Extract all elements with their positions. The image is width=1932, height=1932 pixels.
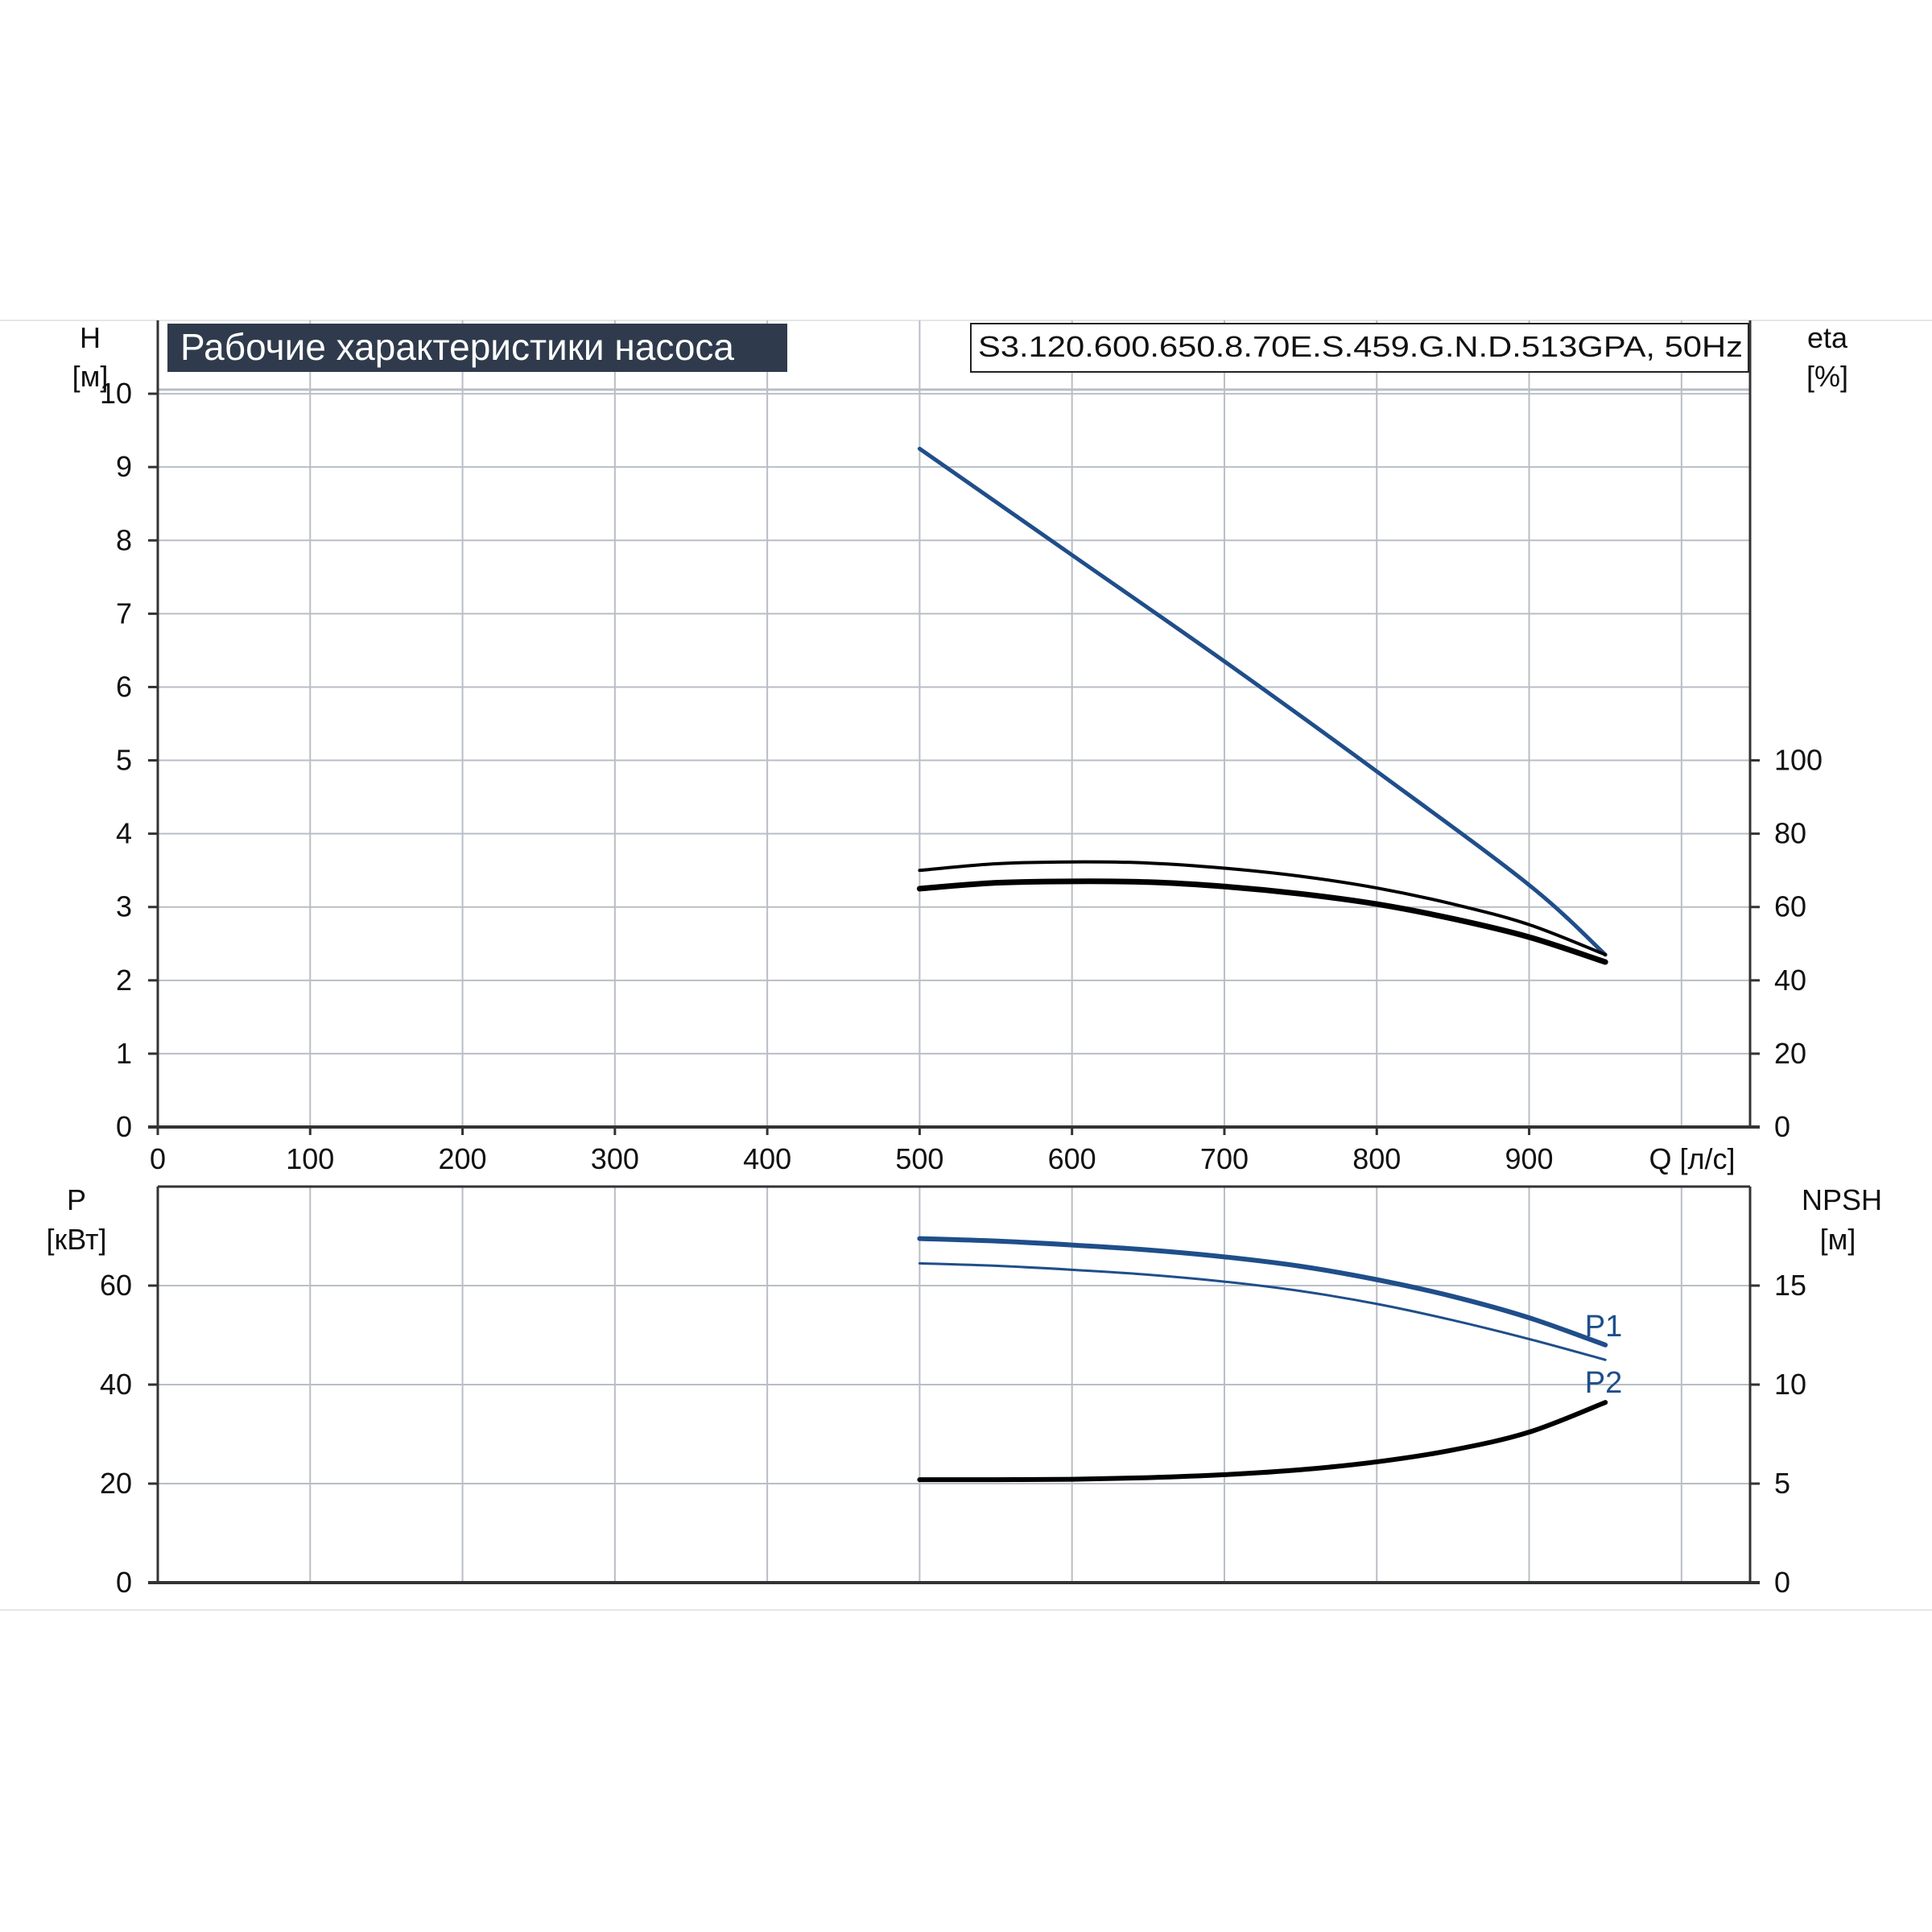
- x-tick-label: 200: [439, 1142, 487, 1175]
- bottom-right-tick-label: 0: [1774, 1566, 1790, 1599]
- top-left-tick-label: 3: [116, 890, 132, 923]
- npsh-axis-unit: [м]: [1820, 1223, 1856, 1256]
- bottom-chart-grid: [158, 1187, 1750, 1583]
- top-chart-series: [916, 446, 1608, 965]
- series-p2-line: [918, 1261, 1607, 1361]
- top-right-tick-label: 60: [1774, 890, 1806, 923]
- title-badge-text: Рабочие характеристики насоса: [180, 326, 734, 368]
- top-right-tick-label: 100: [1774, 744, 1823, 777]
- title-badge: [167, 324, 787, 372]
- bottom-left-tick-label: 0: [116, 1566, 132, 1599]
- q-axis-label: Q [л/с]: [1649, 1142, 1735, 1175]
- h-axis-label: H: [80, 321, 101, 354]
- top-series-2-line: [916, 878, 1608, 965]
- top-chart-grid: [158, 320, 1750, 1127]
- bottom-right-tick-label: 15: [1774, 1269, 1806, 1302]
- p2-series-label: P2: [1585, 1366, 1622, 1400]
- top-series-1-line: [918, 860, 1608, 956]
- top-left-tick-label: 4: [116, 817, 132, 850]
- h-axis-unit: [м]: [72, 360, 109, 393]
- x-tick-label: 100: [286, 1142, 334, 1175]
- bottom-series-2-line: [917, 1400, 1608, 1483]
- bottom-left-tick-label: 40: [100, 1368, 132, 1401]
- top-left-tick-label: 8: [116, 523, 132, 556]
- x-tick-label: 800: [1352, 1142, 1401, 1175]
- top-left-tick-label: 2: [116, 964, 132, 997]
- p1-series-label: P1: [1585, 1310, 1622, 1344]
- top-right-tick-label: 40: [1774, 964, 1806, 997]
- x-tick-label: 400: [743, 1142, 791, 1175]
- bottom-right-tick-label: 5: [1774, 1467, 1790, 1500]
- top-right-tick-label: 80: [1774, 817, 1806, 850]
- top-left-tick-label: 10: [100, 377, 132, 410]
- bottom-chart-axes: 0 20 40 60 0 5 10 15: [100, 1185, 1806, 1599]
- npsh-axis-label: NPSH: [1802, 1183, 1882, 1216]
- x-tick-label: 500: [895, 1142, 943, 1175]
- series-p1-line: [917, 1236, 1608, 1348]
- p-axis-unit: [кВт]: [46, 1223, 106, 1256]
- x-tick-label: 900: [1505, 1142, 1554, 1175]
- top-left-tick-label: 7: [116, 597, 132, 630]
- bottom-left-tick-label: 60: [100, 1269, 132, 1302]
- top-right-tick-label: 20: [1774, 1037, 1806, 1070]
- bottom-left-tick-label: 20: [100, 1467, 132, 1500]
- p-axis-label: P: [67, 1183, 86, 1216]
- top-left-tick-label: 1: [116, 1037, 132, 1070]
- bottom-right-tick-label: 10: [1774, 1368, 1806, 1401]
- x-tick-label: 0: [150, 1142, 166, 1175]
- top-left-tick-label: 6: [116, 670, 132, 703]
- top-right-tick-label: 0: [1774, 1110, 1790, 1143]
- top-left-tick-label: 5: [116, 744, 132, 777]
- eta-axis-unit: [%]: [1806, 360, 1848, 393]
- x-tick-label: 600: [1048, 1142, 1096, 1175]
- x-tick-label: 700: [1200, 1142, 1249, 1175]
- top-series-0-line: [917, 446, 1608, 957]
- x-tick-label: 300: [591, 1142, 639, 1175]
- model-label-text: S3.120.600.650.8.70E.S.459.G.N.D.513GPA,…: [978, 330, 1743, 363]
- eta-axis-label: eta: [1807, 321, 1848, 354]
- top-left-tick-label: 9: [116, 450, 132, 483]
- bottom-chart-series: [917, 1236, 1608, 1483]
- top-left-tick-label: 0: [116, 1110, 132, 1143]
- model-label-box: [970, 323, 1749, 373]
